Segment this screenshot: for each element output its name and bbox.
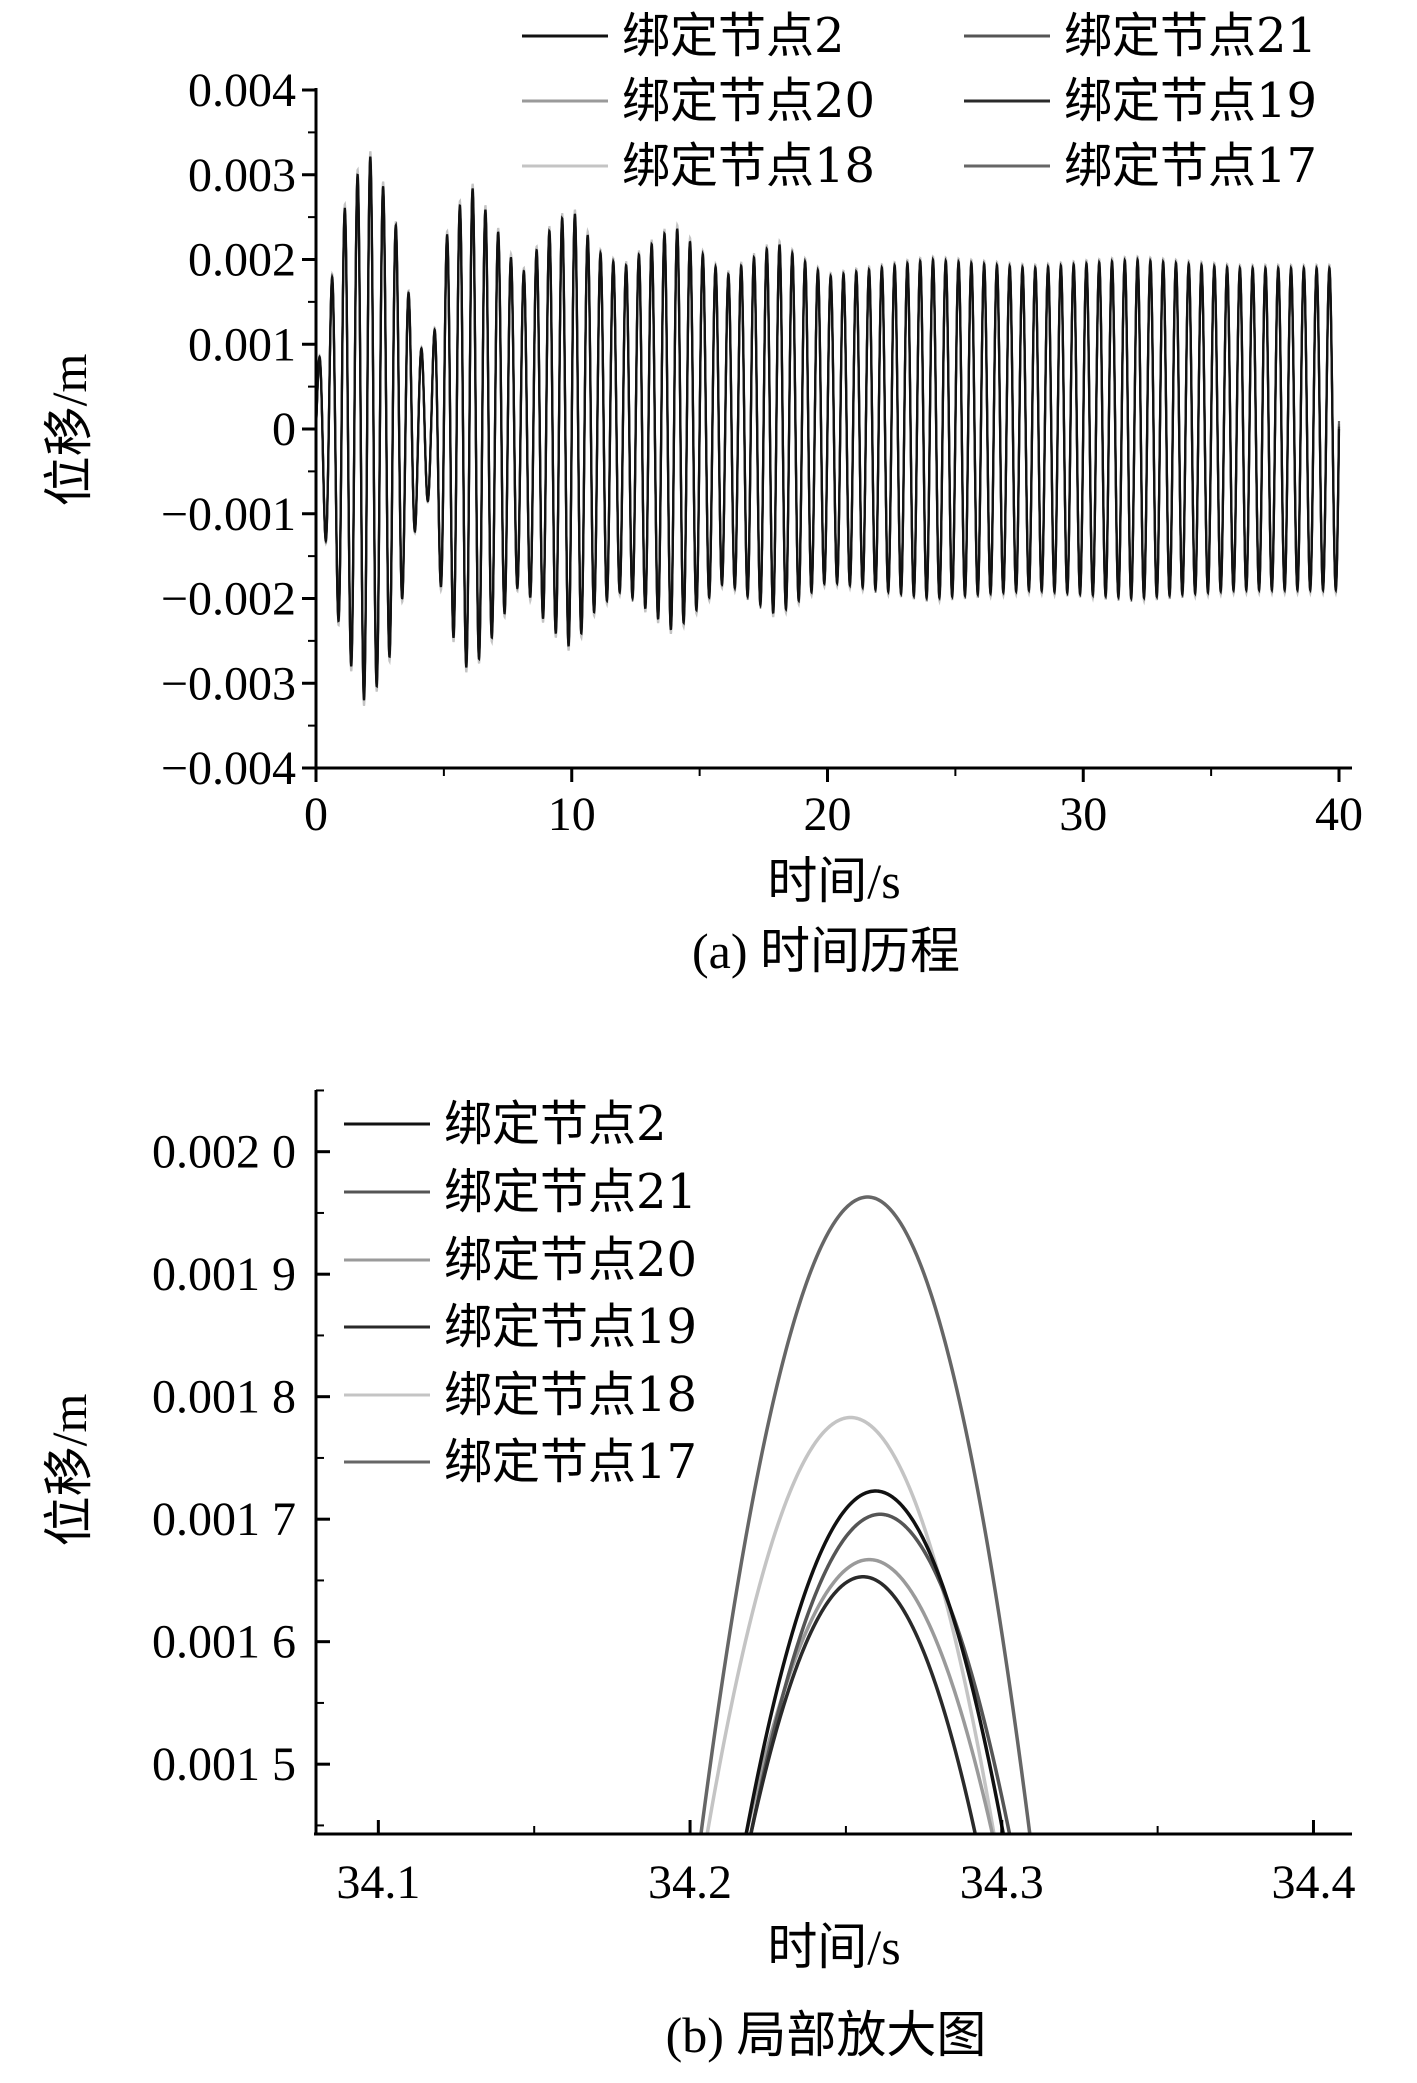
legend-a-label-2: 绑定节点20 [622, 73, 875, 129]
legend-a-label-3: 绑定节点19 [1064, 73, 1317, 129]
panel-b-x-axis-label: 时间/s [767, 1919, 900, 1975]
panel-b-zoomed: 0.002 0 0.001 9 0.001 8 0.001 7 0.001 6 0.001… [41, 1089, 1355, 2063]
panel-a-legend: 绑定节点2 绑定节点21 绑定节点20 绑定节点19 绑定节点18 绑定节点17 [522, 8, 1317, 194]
a-ytick-label: 0.002 [188, 234, 296, 287]
a-xtick-label: 30 [1059, 788, 1107, 841]
a-ytick-label: −0.003 [161, 657, 296, 710]
panel-a-time-history: 0.004 0.003 0.002 0.001 0 −0.001 −0.002 −0.003 −… [41, 8, 1363, 979]
b-xtick-label: 34.3 [960, 1856, 1044, 1909]
a-ytick-label: 0.004 [188, 64, 296, 117]
panel-b-x-ticks: 34.1 34.2 34.3 34.4 [336, 1820, 1355, 1909]
legend-b-label-2: 绑定节点20 [444, 1232, 697, 1288]
b-ytick-label: 0.001 9 [152, 1248, 296, 1301]
legend-b-label-3: 绑定节点19 [444, 1299, 697, 1355]
series-b-3 [748, 1575, 978, 1835]
legend-b-label-0: 绑定节点2 [444, 1096, 667, 1152]
panel-a-x-axis-label: 时间/s [767, 853, 900, 909]
b-ytick-label: 0.001 6 [152, 1616, 296, 1669]
panel-a-y-axis-label: 位移/m [41, 354, 97, 507]
panel-a-x-ticks: 0 10 20 30 40 [304, 768, 1363, 841]
a-ytick-label: 0.003 [188, 149, 296, 202]
panel-a-y-ticks: 0.004 0.003 0.002 0.001 0 −0.001 −0.002 −0.003 −… [161, 64, 316, 795]
panel-a-series [314, 151, 1341, 706]
a-xtick-label: 10 [548, 788, 596, 841]
legend-a-label-5: 绑定节点17 [1064, 138, 1317, 194]
b-xtick-label: 34.2 [648, 1856, 732, 1909]
legend-a-label-4: 绑定节点18 [622, 138, 875, 194]
series-b-5 [699, 1195, 1032, 1835]
a-ytick-label: −0.002 [161, 573, 296, 626]
b-ytick-label: 0.001 8 [152, 1371, 296, 1424]
a-ytick-label: 0 [272, 403, 296, 456]
series-b-4 [705, 1415, 996, 1835]
series-b-0 [744, 1489, 1006, 1835]
legend-b-label-1: 绑定节点21 [444, 1164, 697, 1220]
legend-a-label-1: 绑定节点21 [1064, 8, 1317, 64]
a-xtick-label: 40 [1315, 788, 1363, 841]
b-ytick-label: 0.002 0 [152, 1126, 296, 1179]
a-ytick-label: 0.001 [188, 318, 296, 371]
panel-b-caption: (b) 局部放大图 [666, 2007, 987, 2063]
panel-a-caption: (a) 时间历程 [692, 923, 960, 979]
b-ytick-label: 0.001 5 [152, 1738, 296, 1791]
series-a-0 [314, 156, 1341, 701]
legend-b-label-5: 绑定节点17 [444, 1434, 697, 1490]
legend-b-label-4: 绑定节点18 [444, 1367, 697, 1423]
legend-a-label-0: 绑定节点2 [622, 8, 845, 64]
a-xtick-label: 20 [804, 788, 852, 841]
b-xtick-label: 34.4 [1271, 1856, 1355, 1909]
a-ytick-label: −0.004 [161, 742, 296, 795]
series-b-1 [748, 1512, 1012, 1835]
panel-b-legend: 绑定节点2 绑定节点21 绑定节点20 绑定节点19 绑定节点18 绑定节点17 [344, 1096, 697, 1490]
panel-b-y-axis-label: 位移/m [41, 1394, 97, 1547]
b-ytick-label: 0.001 7 [152, 1493, 296, 1546]
a-xtick-label: 0 [304, 788, 328, 841]
panel-b-series [699, 1195, 1032, 1835]
b-xtick-label: 34.1 [336, 1856, 420, 1909]
panel-b-y-ticks: 0.002 0 0.001 9 0.001 8 0.001 7 0.001 6 0.001… [152, 1089, 330, 1827]
a-ytick-label: −0.001 [161, 488, 296, 541]
